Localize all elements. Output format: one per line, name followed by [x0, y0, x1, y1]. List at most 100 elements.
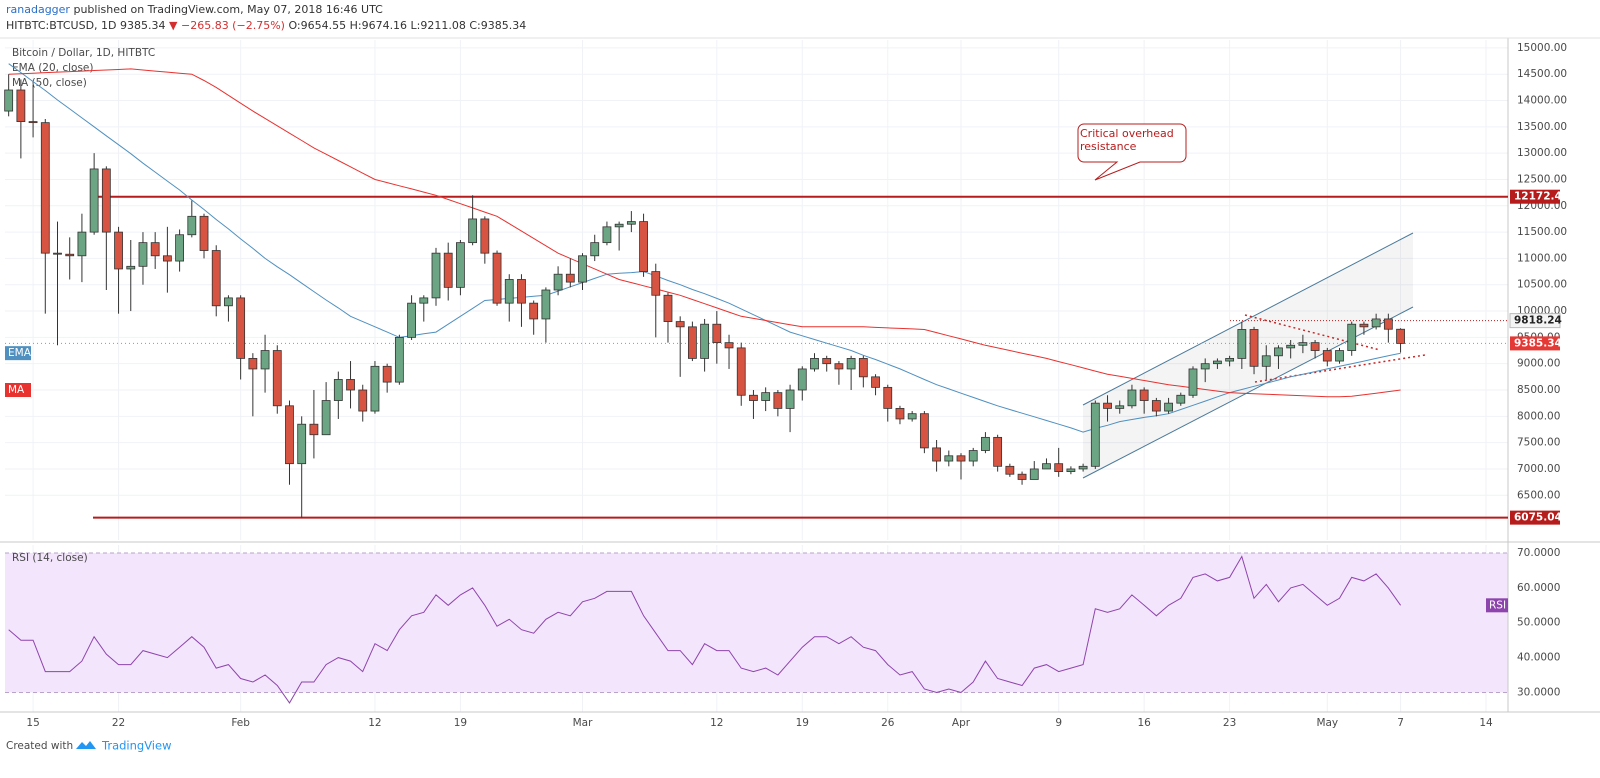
candle-body	[1103, 402, 1112, 409]
x-tick-label: 16	[1137, 717, 1151, 729]
candle-body	[1139, 389, 1149, 401]
candle-body	[126, 265, 136, 270]
indicator-line	[8, 63, 1401, 433]
candle-body	[260, 350, 270, 370]
arrow: ▼	[169, 19, 178, 32]
symbol: HITBTC:BTCUSD, 1D	[6, 19, 117, 32]
candle-body	[663, 294, 673, 322]
candle-body	[321, 400, 331, 436]
candle-body	[724, 342, 734, 349]
x-tick-label: 12	[368, 717, 381, 729]
symbol-line: HITBTC:BTCUSD, 1D 9385.34 ▼ −265.83 (−2.…	[6, 19, 526, 32]
candle-body	[700, 323, 710, 359]
ohlc: O:9654.55 H:9674.16 L:9211.08 C:9385.34	[288, 19, 527, 32]
candle-body	[236, 297, 246, 359]
y-tick-label: 10500.00	[1517, 279, 1567, 291]
channel-fill	[1083, 233, 1413, 478]
candle-body	[394, 336, 404, 383]
header-line: ranadagger published on TradingView.com,…	[6, 3, 383, 16]
candle-body	[1383, 318, 1393, 330]
candle-body	[797, 368, 807, 391]
candle-body	[162, 255, 172, 262]
candle-body	[968, 450, 978, 462]
candle-body	[431, 252, 441, 299]
x-tick-label: 9	[1055, 717, 1062, 729]
candle-body	[53, 252, 62, 255]
brand-logo	[76, 741, 96, 749]
candle-body	[773, 392, 783, 409]
y-tick-label: 11000.00	[1517, 252, 1567, 264]
candle-body	[993, 436, 1003, 467]
candle-body	[712, 323, 722, 344]
candle-body	[407, 302, 416, 338]
last-price-label: 9385.34	[1514, 337, 1562, 349]
candle-body	[1396, 328, 1405, 344]
footer-created: Created with	[6, 740, 73, 752]
rsi-title: RSI (14, close)	[12, 552, 88, 564]
candle-body	[1151, 400, 1161, 412]
candle-body	[517, 279, 526, 304]
candle-body	[553, 273, 563, 291]
candle-body	[370, 365, 380, 412]
level-label: 12172.43	[1514, 191, 1569, 203]
candle-body	[822, 358, 832, 365]
candle-body	[1298, 342, 1308, 346]
candle-body	[944, 455, 954, 462]
indicator-tag	[5, 383, 31, 397]
candle-body	[297, 423, 307, 465]
x-tick-label: 14	[1479, 717, 1493, 729]
candle-body	[504, 279, 514, 304]
y-tick-label: 60.0000	[1517, 582, 1560, 594]
candle-body	[175, 234, 184, 262]
candle-body	[1359, 323, 1369, 328]
candle-body	[1066, 468, 1076, 472]
candle-body	[211, 250, 221, 307]
indicator-line	[8, 68, 1401, 398]
candle-body	[1029, 468, 1039, 480]
candle-body	[956, 455, 966, 462]
candle-body	[1213, 360, 1222, 365]
indicator-tag-label: MA	[8, 384, 25, 396]
candle-body	[272, 350, 282, 407]
candle-body	[1090, 402, 1100, 467]
candle-body	[187, 215, 197, 236]
y-tick-label: 8500.00	[1517, 384, 1560, 396]
candle-body	[1322, 350, 1332, 362]
x-tick-label: 15	[26, 717, 39, 729]
candle-body	[651, 271, 661, 296]
y-tick-label: 30.0000	[1517, 686, 1560, 698]
marker-label: 9818.24	[1514, 315, 1562, 327]
candle-body	[1237, 329, 1247, 359]
x-tick-label: May	[1316, 717, 1338, 729]
candle-body	[1249, 329, 1259, 367]
rsi-tag	[1486, 598, 1508, 613]
x-tick-label: Feb	[231, 717, 250, 729]
price: 9385.34	[120, 19, 166, 32]
candle-body	[846, 358, 856, 370]
y-tick-label: 13000.00	[1517, 147, 1567, 159]
candle-body	[1310, 342, 1320, 351]
y-tick-label: 12500.00	[1517, 173, 1567, 185]
candle-body	[28, 121, 38, 124]
legend-ma: MA (50, close)	[12, 77, 87, 89]
candle-body	[480, 218, 490, 254]
candle-body	[1005, 465, 1015, 475]
author[interactable]: ranadagger	[6, 3, 70, 16]
candle-body	[443, 252, 453, 288]
candle-body	[858, 358, 868, 378]
candle-body	[1225, 358, 1235, 362]
candle-body	[907, 413, 917, 420]
rsi-band	[5, 553, 1508, 693]
published: published on TradingView.com, May 07, 20…	[73, 3, 383, 16]
x-tick-label: 23	[1223, 717, 1236, 729]
candle-body	[1017, 473, 1027, 480]
x-tick-label: Mar	[573, 717, 593, 729]
y-tick-label: 9000.00	[1517, 358, 1560, 370]
candle-body	[1127, 389, 1137, 407]
candle-body	[101, 168, 111, 233]
candle-body	[492, 252, 502, 304]
candle-body	[1274, 347, 1283, 357]
footer-brand[interactable]: TradingView	[101, 739, 171, 753]
